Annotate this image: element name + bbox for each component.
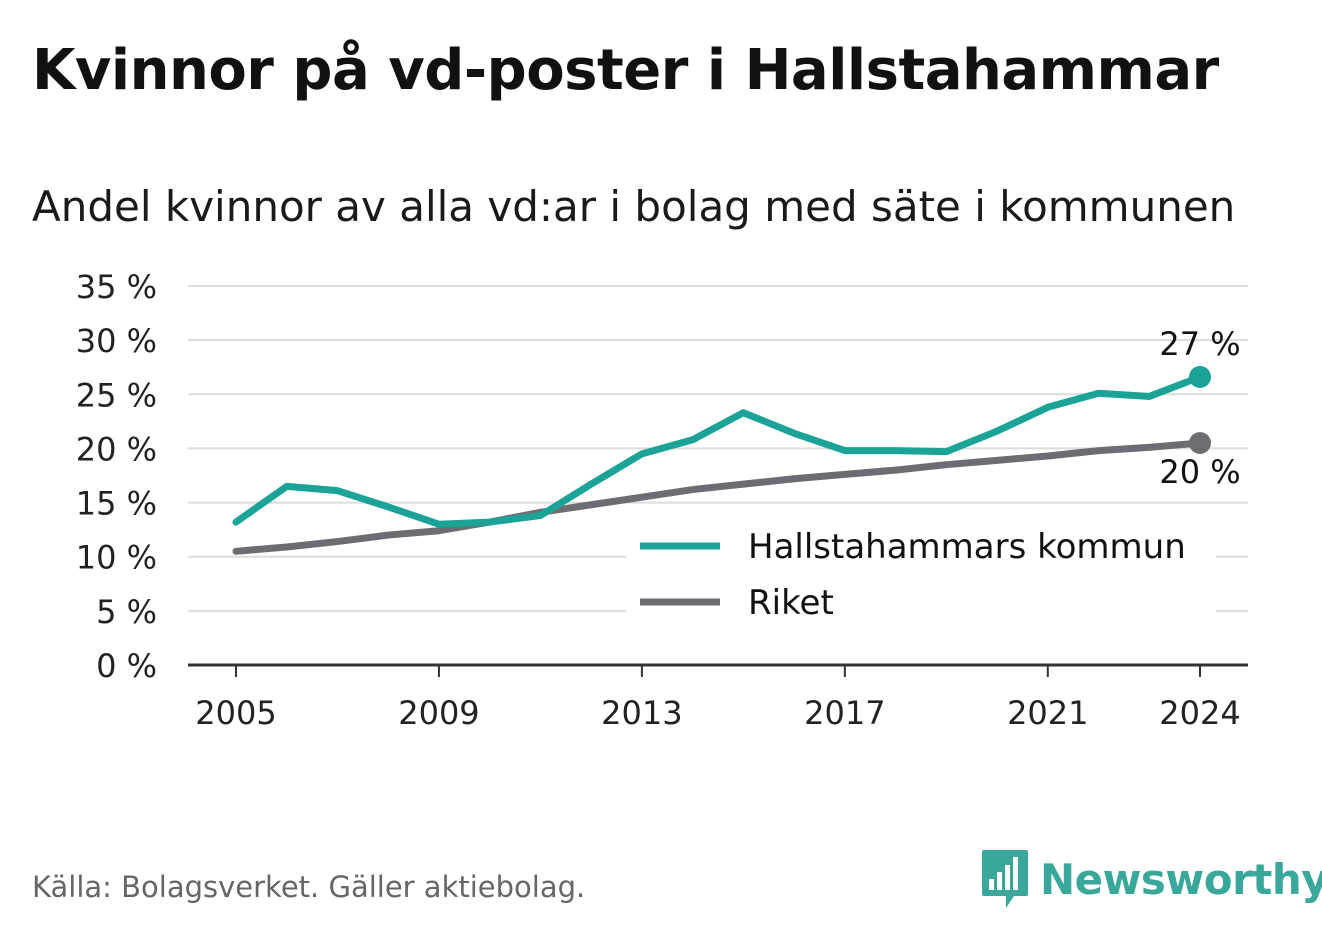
series-line-riket	[232, 439, 1204, 555]
x-tick-label: 2021	[1007, 694, 1088, 732]
chart-subtitle: Andel kvinnor av alla vd:ar i bolag med …	[32, 182, 1236, 231]
legend-label: Riket	[748, 583, 834, 623]
x-tick-label: 2005	[195, 694, 276, 732]
end-labels: 27 % 20 %	[1159, 325, 1240, 491]
end-point-marker	[1189, 365, 1211, 388]
series-line-hallstahammars-kommun	[232, 373, 1204, 528]
y-tick-label: 25 %	[76, 376, 157, 414]
end-point-marker	[1189, 432, 1211, 455]
brand-name: Newsworthy	[1040, 854, 1322, 904]
y-tick-label: 10 %	[76, 539, 157, 577]
series-lines	[232, 365, 1211, 555]
source-note: Källa: Bolagsverket. Gäller aktiebolag.	[32, 870, 586, 904]
y-tick-label: 0 %	[96, 647, 157, 685]
x-tick-label: 2017	[804, 694, 885, 732]
end-value-label: 27 %	[1159, 325, 1240, 363]
newsworthy-logo-icon	[982, 850, 1028, 908]
y-tick-label: 20 %	[76, 430, 157, 468]
y-tick-label: 5 %	[96, 593, 157, 631]
y-tick-label: 30 %	[76, 322, 157, 360]
legend: Hallstahammars kommun Riket	[626, 520, 1216, 636]
x-tick-label: 2009	[398, 694, 479, 732]
legend-background	[626, 520, 1216, 636]
end-value-label: 20 %	[1159, 453, 1240, 491]
legend-label: Hallstahammars kommun	[748, 527, 1186, 567]
x-tick-label: 2024	[1159, 694, 1240, 732]
x-axis: 2005 2009 2013 2017 2021 2024	[188, 663, 1248, 732]
chart-title: Kvinnor på vd-poster i Hallstahammar	[32, 38, 1219, 103]
y-axis-tick-labels: 0 % 5 % 10 % 15 % 20 % 25 % 30 % 35 %	[76, 268, 157, 685]
brand-logo: Newsworthy	[980, 848, 1322, 910]
grid-lines	[188, 285, 1248, 612]
x-tick-label: 2013	[601, 694, 682, 732]
y-tick-label: 35 %	[76, 268, 157, 306]
y-tick-label: 15 %	[76, 485, 157, 523]
